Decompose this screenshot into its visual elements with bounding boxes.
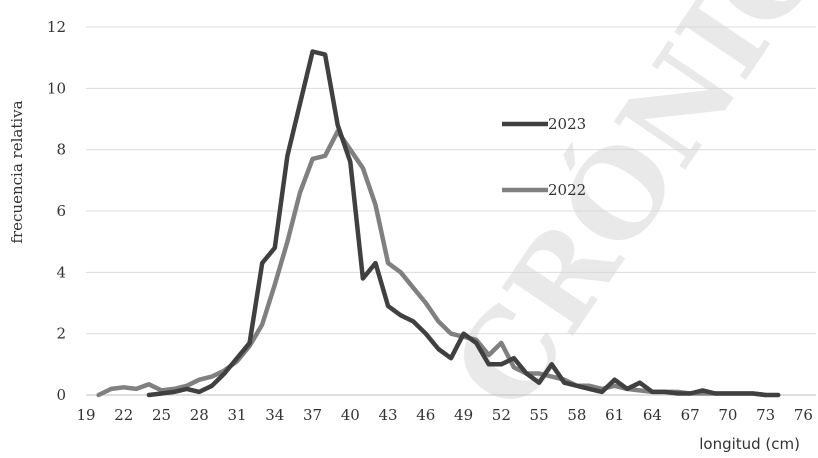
x-tick-label: 28 xyxy=(190,406,209,424)
x-tick-label: 25 xyxy=(152,406,171,424)
y-axis-ticks: 0 2 4 6 8 10 12 xyxy=(47,18,66,404)
x-tick-label: 49 xyxy=(454,406,473,424)
x-tick-label: 67 xyxy=(681,406,700,424)
x-tick-label: 52 xyxy=(492,406,511,424)
y-tick-label: 8 xyxy=(56,141,66,159)
legend: 2023 2022 xyxy=(502,115,586,199)
x-tick-label: 46 xyxy=(416,406,435,424)
legend-label-2023: 2023 xyxy=(548,115,586,133)
y-tick-label: 6 xyxy=(56,202,66,220)
y-axis-title: frecuencia relativa xyxy=(8,100,26,243)
x-axis-ticks: 19 22 25 28 31 34 37 40 43 46 49 52 55 58 61 64 67 70 73 76 xyxy=(76,406,813,424)
y-tick-label: 4 xyxy=(56,263,66,281)
x-tick-label: 73 xyxy=(756,406,775,424)
x-tick-label: 58 xyxy=(567,406,586,424)
x-tick-label: 37 xyxy=(303,406,322,424)
x-tick-label: 64 xyxy=(643,406,662,424)
x-tick-label: 70 xyxy=(718,406,737,424)
series-lines xyxy=(96,49,781,398)
watermark: CRÓNICA LI xyxy=(425,0,818,434)
x-tick-label: 61 xyxy=(605,406,624,424)
x-axis-title: longitud (cm) xyxy=(699,435,800,453)
x-tick-label: 34 xyxy=(265,406,284,424)
watermark-text: CRÓNICA LI xyxy=(425,0,818,434)
series-line-2023 xyxy=(146,49,781,398)
legend-label-2022: 2022 xyxy=(548,181,586,199)
y-tick-label: 10 xyxy=(47,79,66,97)
x-tick-label: 40 xyxy=(341,406,360,424)
gridlines xyxy=(86,26,816,335)
y-tick-label: 12 xyxy=(47,18,66,36)
x-tick-label: 22 xyxy=(114,406,133,424)
x-tick-label: 43 xyxy=(379,406,398,424)
x-tick-label: 31 xyxy=(227,406,246,424)
x-tick-label: 76 xyxy=(794,406,813,424)
x-tick-label: 19 xyxy=(76,406,95,424)
x-tick-label: 55 xyxy=(530,406,549,424)
y-tick-label: 0 xyxy=(56,386,66,404)
y-tick-label: 2 xyxy=(56,325,66,343)
